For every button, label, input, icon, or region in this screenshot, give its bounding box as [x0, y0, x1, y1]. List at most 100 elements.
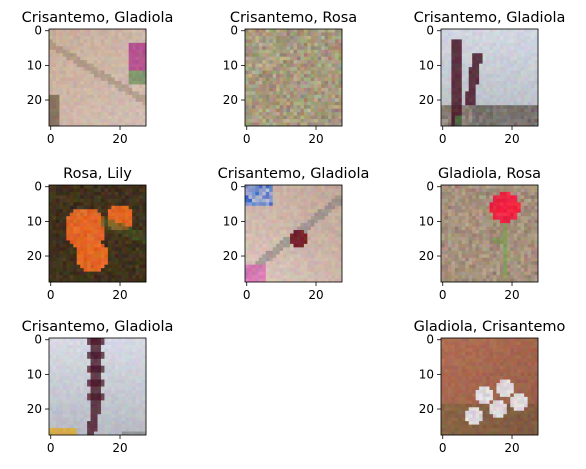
image-pixel [114, 205, 119, 210]
image-pixel [310, 202, 315, 207]
image-pixel [310, 60, 315, 65]
image-pixel [503, 84, 508, 89]
image-pixel [80, 98, 85, 103]
image-pixel [118, 74, 123, 78]
image-pixel [321, 91, 326, 96]
image-pixel [245, 105, 249, 110]
image-pixel [303, 271, 308, 276]
image-pixel [468, 77, 473, 82]
image-pixel [248, 105, 253, 110]
image-pixel [248, 195, 253, 200]
image-pixel [444, 49, 449, 54]
image-pixel [121, 230, 126, 234]
image-pixel [468, 243, 473, 248]
image-pixel [66, 101, 71, 106]
image-pixel [94, 261, 98, 266]
image-pixel [524, 112, 528, 116]
image-pixel [121, 191, 126, 196]
image-pixel [128, 56, 133, 61]
image-pixel [83, 264, 88, 269]
image-pixel [492, 122, 497, 127]
image-pixel [118, 53, 123, 58]
image-pixel [492, 202, 497, 207]
image-pixel [279, 53, 284, 58]
image-pixel [324, 74, 329, 78]
image-pixel [486, 247, 490, 252]
image-pixel [531, 29, 535, 33]
image-pixel [269, 236, 274, 241]
image-pixel [503, 91, 508, 96]
image-pixel [513, 84, 518, 89]
image-pixel [265, 77, 270, 82]
image-pixel [62, 264, 67, 269]
image-pixel [94, 63, 98, 68]
image-pixel [290, 84, 294, 89]
image-pixel [492, 240, 497, 245]
image-pixel [132, 264, 136, 269]
image-pixel [87, 122, 91, 127]
image-pixel [451, 60, 456, 65]
image-pixel [328, 49, 332, 54]
image-pixel [510, 84, 515, 89]
image-pixel [499, 77, 504, 82]
image-pixel [118, 191, 123, 196]
image-pixel [87, 105, 91, 110]
image-pixel [139, 338, 143, 342]
image-pixel [328, 91, 332, 96]
image-pixel [303, 70, 308, 75]
image-pixel [76, 105, 81, 110]
image-pixel [62, 108, 67, 113]
image-pixel [303, 74, 308, 78]
image-pixel [121, 348, 126, 353]
image-pixel [286, 35, 291, 40]
image-pixel [128, 358, 133, 363]
image-pixel [69, 39, 74, 44]
image-pixel [251, 77, 256, 82]
image-pixel [90, 191, 95, 196]
image-pixel [83, 358, 88, 363]
image-pixel [111, 122, 116, 127]
image-pixel [293, 212, 298, 217]
image-pixel [97, 233, 102, 238]
image-pixel [55, 226, 60, 231]
image-pixel [454, 56, 459, 61]
image-pixel [279, 226, 284, 231]
image-pixel [279, 77, 284, 82]
image-pixel [468, 195, 473, 200]
image-pixel [458, 219, 463, 224]
image-pixel [454, 98, 459, 103]
image-pixel [328, 94, 332, 99]
image-pixel [520, 108, 525, 113]
image-pixel [83, 344, 88, 349]
image-pixel [279, 74, 284, 78]
image-pixel [517, 261, 522, 266]
image-pixel [276, 91, 281, 96]
image-pixel [59, 191, 64, 196]
image-pixel [286, 60, 291, 65]
image-pixel [83, 254, 88, 259]
image-pixel [272, 236, 277, 241]
image-pixel [458, 122, 463, 127]
image-pixel [97, 264, 102, 269]
image-pixel [482, 53, 487, 58]
image-pixel [139, 87, 143, 92]
image-pixel [492, 209, 497, 214]
image-pixel [520, 98, 525, 103]
image-pixel [107, 268, 112, 272]
image-pixel [118, 348, 123, 353]
image-pixel [307, 257, 312, 262]
image-pixel [245, 119, 249, 123]
image-pixel [321, 188, 326, 193]
image-pixel [465, 275, 470, 279]
image-pixel [66, 112, 71, 116]
image-pixel [90, 63, 95, 68]
image-pixel [303, 261, 308, 266]
image-pixel [489, 275, 494, 279]
image-pixel [461, 74, 466, 78]
image-pixel [331, 219, 336, 224]
image-pixel [135, 188, 140, 193]
image-pixel [55, 195, 60, 200]
image-pixel [90, 53, 95, 58]
image-pixel [324, 247, 329, 252]
image-pixel [100, 226, 105, 231]
